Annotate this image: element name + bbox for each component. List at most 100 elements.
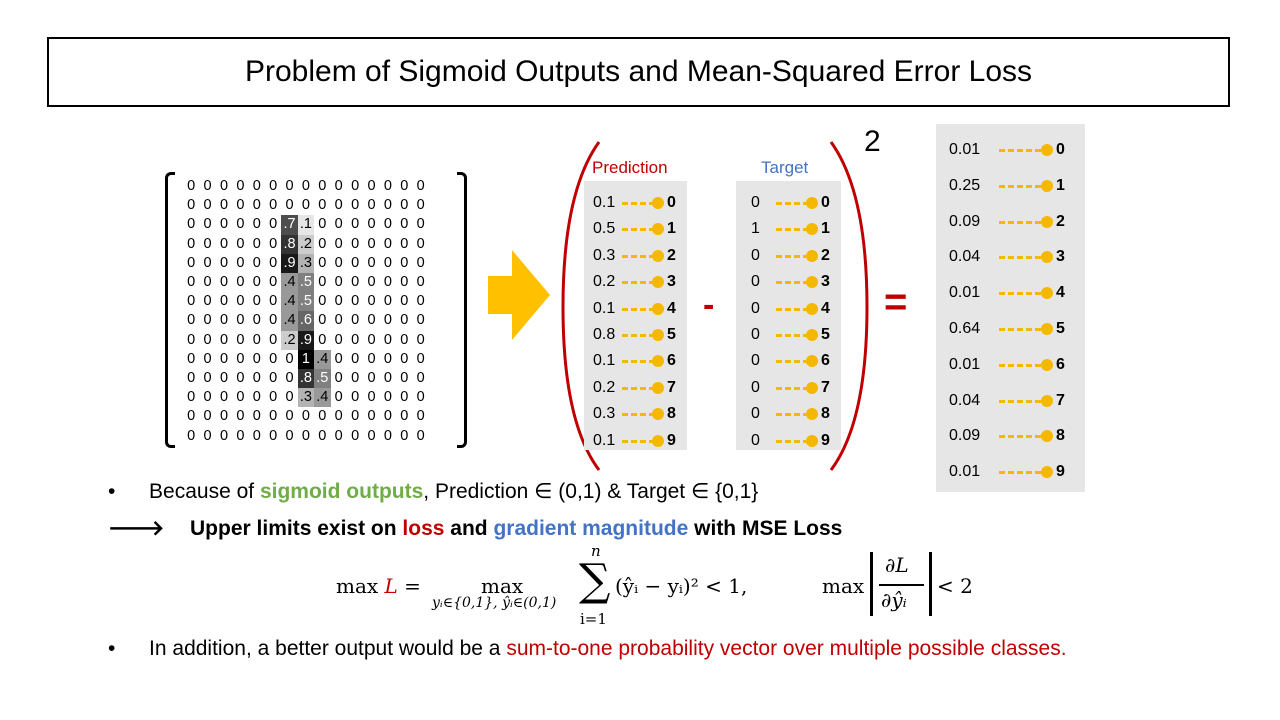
matrix-cell: 0 xyxy=(367,197,376,214)
prediction-panel: 0.1 0 0.5 1 0.3 2 0.2 3 0.1 4 0.8 5 0.1 6 0.2 7 0.3 8 0.1 9 xyxy=(584,181,687,450)
matrix-cell: 0 xyxy=(252,274,261,291)
result-row: 0.04 7 xyxy=(936,388,1085,414)
pixel-grid: 0 0 0 0 0 0 0 0 0 0 0 0 0 0 0 0 0 0 0 0 0 0 0 0 0 0 0 0 0 0 0 0 0 0 0 0.7.1… xyxy=(183,177,429,446)
matrix-cell: 0 xyxy=(219,312,229,329)
max-loss-lhs: max L = xyxy=(336,574,421,598)
matrix-cell: 0 xyxy=(203,274,212,291)
matrix-cell: 0 xyxy=(187,312,196,329)
matrix-cell: 0 xyxy=(203,216,212,233)
matrix-cell: 0 xyxy=(383,331,392,348)
result-row-value: 0.01 xyxy=(949,355,981,373)
matrix-cell: 0 xyxy=(416,331,425,348)
matrix-cell: 0 xyxy=(187,254,196,271)
dot-icon xyxy=(652,329,664,341)
matrix-cell: 0 xyxy=(219,331,229,348)
target-row-value: 0 xyxy=(751,378,760,396)
matrix-cell: 0 xyxy=(269,331,278,348)
matrix-cell: 0 xyxy=(252,216,261,233)
matrix-cell: 0 xyxy=(219,274,229,291)
matrix-cell: 0 xyxy=(236,235,245,252)
matrix-cell: 0 xyxy=(334,178,343,194)
matrix-cell: 0 xyxy=(416,408,425,425)
matrix-cell: 0 xyxy=(383,216,392,233)
dashed-connector-icon xyxy=(999,220,1045,224)
matrix-cell: .9 xyxy=(297,330,315,350)
abs-bar-right xyxy=(929,552,932,616)
dot-icon xyxy=(806,355,818,368)
dot-icon xyxy=(1041,144,1053,156)
matrix-cell: 0 xyxy=(400,274,409,291)
class-index: 5 xyxy=(1056,320,1065,337)
matrix-cell: 0 xyxy=(400,216,409,233)
result-row: 0.25 1 xyxy=(936,173,1085,199)
matrix-cell: 0 xyxy=(383,312,392,329)
class-index: 9 xyxy=(1056,463,1065,481)
class-index: 2 xyxy=(821,246,830,264)
matrix-cell: 0 xyxy=(187,427,196,444)
dashed-connector-icon xyxy=(776,202,810,205)
dot-icon xyxy=(806,329,818,341)
matrix-cell: 0 xyxy=(383,427,392,444)
dot-icon xyxy=(806,223,818,236)
matrix-cell: 0 xyxy=(416,312,425,329)
target-row-value: 0 xyxy=(751,299,760,317)
prediction-row-value: 0.2 xyxy=(593,273,616,291)
dot-icon xyxy=(652,197,664,209)
matrix-cell: 0 xyxy=(203,312,212,329)
matrix-cell: .2 xyxy=(281,330,298,350)
result-row: 0.09 2 xyxy=(936,209,1085,235)
class-index: 2 xyxy=(667,246,676,264)
matrix-right-bracket xyxy=(457,172,467,448)
right-arrow-icon xyxy=(488,250,550,340)
matrix-cell: 0 xyxy=(203,350,212,367)
target-row-value: 0 xyxy=(751,273,760,291)
result-row: 0.01 4 xyxy=(936,280,1085,306)
matrix-cell: 0 xyxy=(334,312,343,329)
gradient-denominator: ∂ŷᵢ xyxy=(881,588,907,612)
matrix-cell: 0 xyxy=(334,370,343,387)
class-index: 2 xyxy=(1056,212,1065,230)
matrix-cell: 0 xyxy=(416,178,425,194)
matrix-cell: 0 xyxy=(236,274,245,291)
dot-icon xyxy=(1041,215,1053,228)
matrix-cell: 0 xyxy=(252,408,261,425)
matrix-cell: 0 xyxy=(318,331,327,348)
matrix-cell: 0 xyxy=(334,389,343,406)
class-index: 3 xyxy=(821,273,830,291)
matrix-cell: 0 xyxy=(236,216,245,233)
matrix-cell: .5 xyxy=(314,369,331,389)
matrix-cell: 0 xyxy=(383,370,392,387)
matrix-cell: .5 xyxy=(297,292,315,312)
matrix-cell: 0 xyxy=(334,254,343,271)
gradient-bound: < 2 xyxy=(937,574,973,598)
dot-icon xyxy=(1041,466,1053,479)
dashed-connector-icon xyxy=(999,328,1045,331)
matrix-cell: 0 xyxy=(203,408,212,425)
matrix-cell: 0 xyxy=(400,254,409,271)
matrix-cell: 0 xyxy=(285,427,294,444)
prediction-row-value: 0.1 xyxy=(593,194,616,211)
right-arrow-glyph-icon: 🡒 xyxy=(108,517,165,540)
matrix-cell: 0 xyxy=(236,178,245,194)
matrix-cell: 0 xyxy=(236,197,245,214)
matrix-cell: 0 xyxy=(351,331,360,348)
matrix-row: 0 0 0 0 0 0 0.8.5 0 0 0 0 0 0 xyxy=(183,369,429,389)
matrix-cell: 0 xyxy=(236,331,245,348)
matrix-cell: 0 xyxy=(351,293,360,310)
right-paren-icon xyxy=(829,141,869,471)
title-text: Problem of Sigmoid Outputs and Mean-Squa… xyxy=(244,55,1033,88)
dashed-connector-icon xyxy=(776,334,810,337)
matrix-cell: 0 xyxy=(187,389,196,406)
matrix-cell: .4 xyxy=(314,349,331,370)
left-paren-icon xyxy=(561,141,601,471)
matrix-cell: 0 xyxy=(318,216,327,233)
upper-limits-post: with MSE Loss xyxy=(688,517,843,540)
bullet-sum-to-one: • In addition, a better output would be … xyxy=(108,637,1067,661)
matrix-cell: .4 xyxy=(281,311,298,331)
matrix-cell: 0 xyxy=(187,274,196,291)
